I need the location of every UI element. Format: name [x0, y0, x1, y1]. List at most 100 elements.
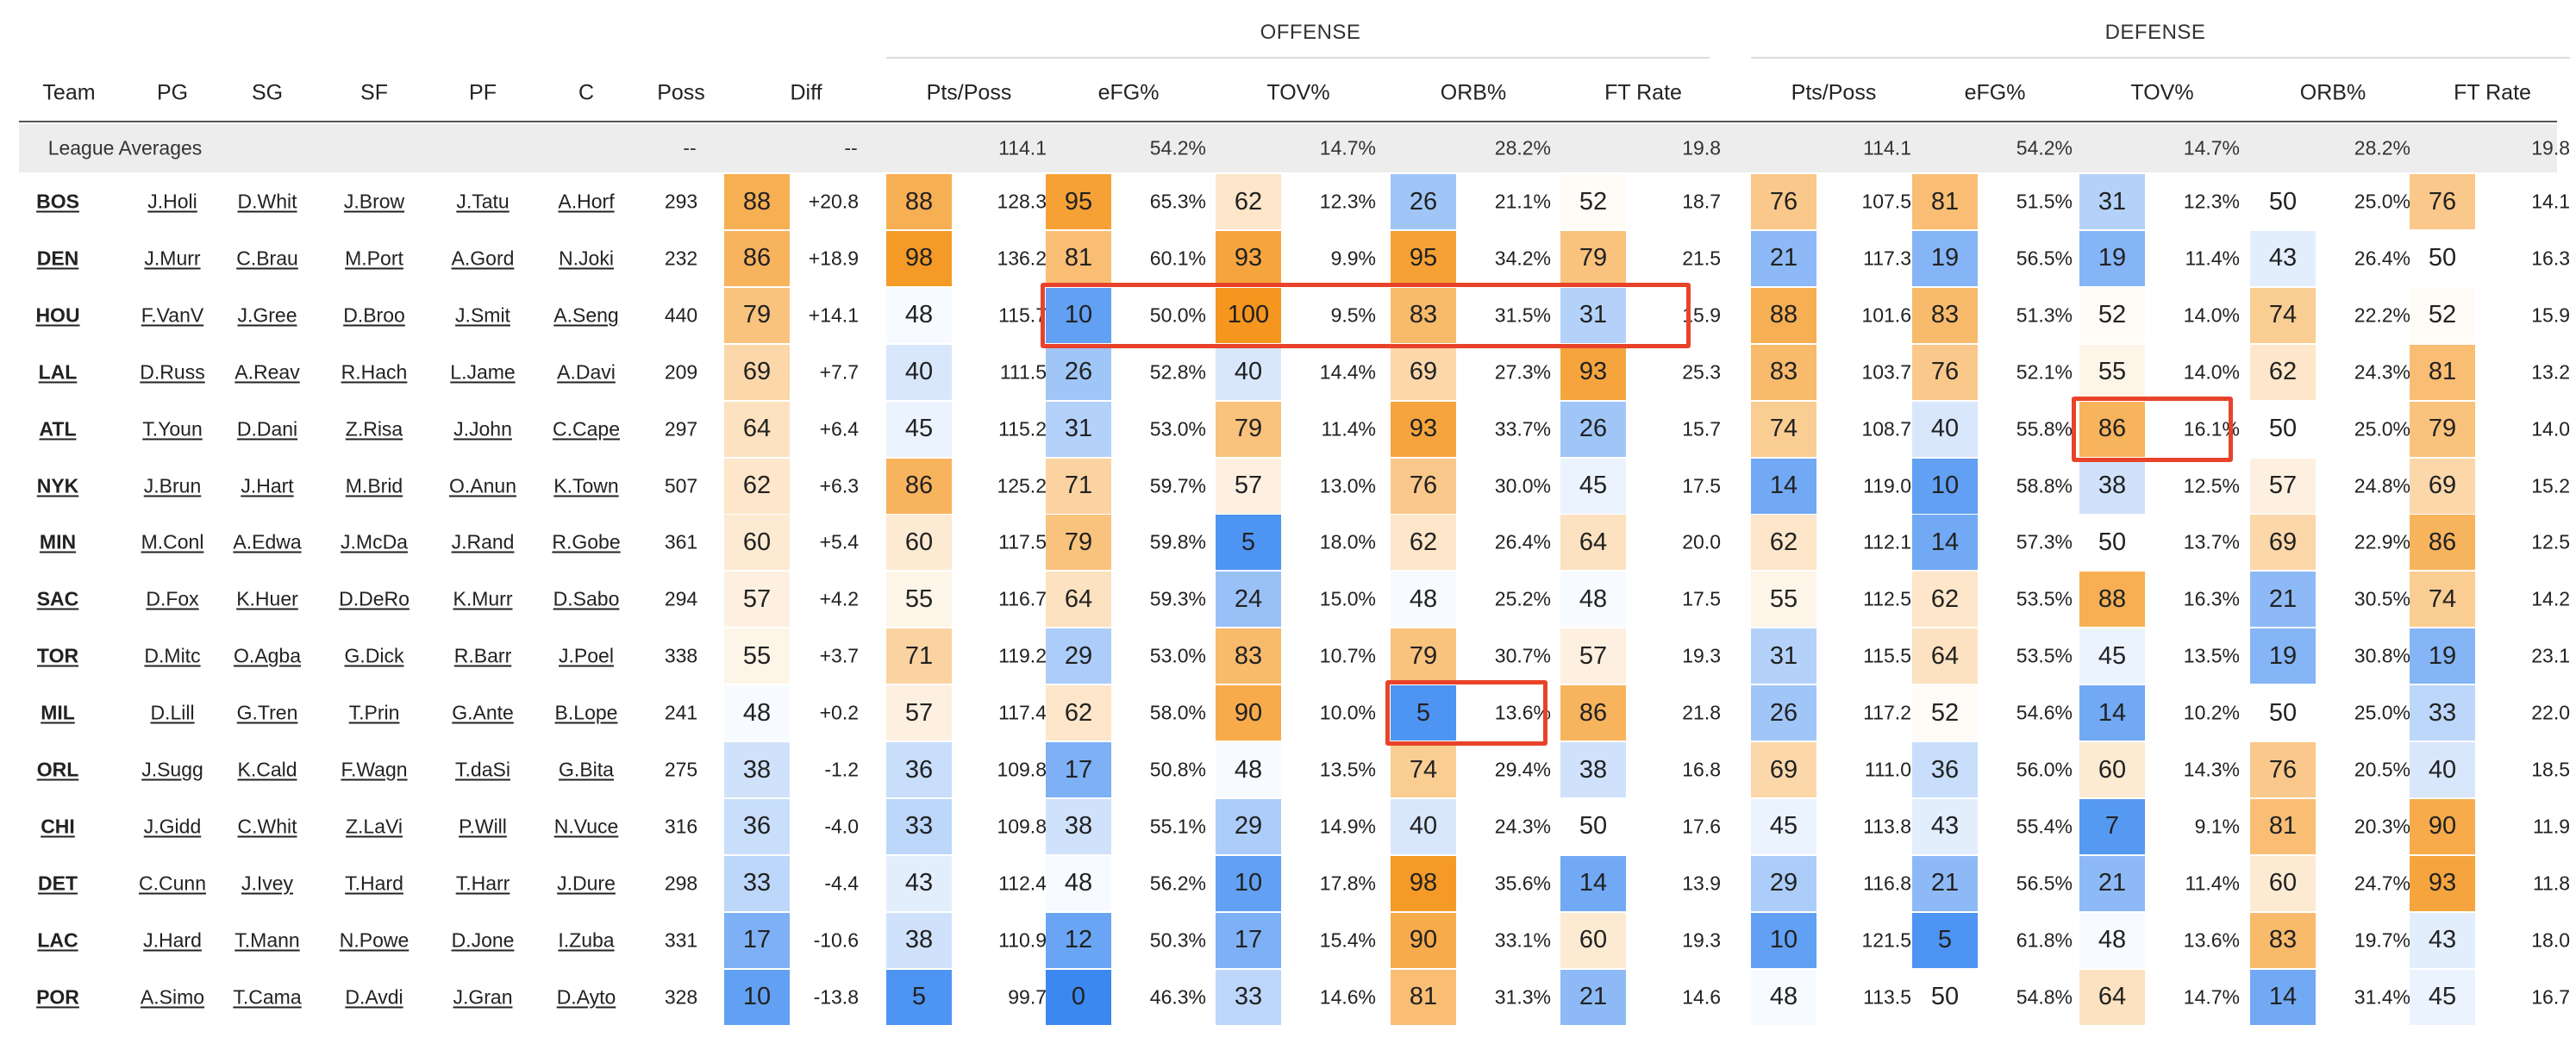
- player-link[interactable]: J.Dure: [557, 872, 616, 895]
- column-header-10[interactable]: TOV%: [1266, 80, 1330, 105]
- player-link[interactable]: D.Fox: [146, 587, 199, 610]
- player-link[interactable]: A.Reav: [234, 360, 300, 384]
- player-link[interactable]: J.Gree: [237, 303, 297, 327]
- column-header-9[interactable]: eFG%: [1097, 80, 1160, 105]
- player-link[interactable]: M.Brid: [345, 474, 403, 497]
- player-link[interactable]: T.daSi: [455, 758, 510, 781]
- column-header-13[interactable]: Pts/Poss: [1791, 80, 1877, 105]
- column-header-14[interactable]: eFG%: [1964, 80, 2026, 105]
- team-link-POR[interactable]: POR: [36, 985, 79, 1009]
- column-header-11[interactable]: ORB%: [1440, 80, 1507, 105]
- team-link-LAL[interactable]: LAL: [38, 360, 78, 384]
- player-link[interactable]: M.Port: [345, 247, 403, 270]
- column-header-0[interactable]: Team: [42, 80, 96, 105]
- player-link[interactable]: C.Whit: [237, 815, 297, 838]
- player-link[interactable]: T.Hard: [345, 872, 403, 895]
- player-link[interactable]: A.Simo: [140, 985, 205, 1009]
- player-link[interactable]: R.Barr: [453, 644, 512, 667]
- player-link[interactable]: C.Brau: [236, 247, 298, 270]
- player-link[interactable]: J.Murr: [144, 247, 201, 270]
- player-link[interactable]: J.Gran: [453, 985, 513, 1009]
- player-link[interactable]: K.Cald: [237, 758, 297, 781]
- player-link[interactable]: F.Wagn: [341, 758, 408, 781]
- player-link[interactable]: J.Hard: [143, 928, 202, 952]
- column-header-3[interactable]: SF: [360, 80, 388, 105]
- team-link-HOU[interactable]: HOU: [35, 303, 80, 327]
- player-link[interactable]: M.Conl: [141, 530, 204, 553]
- column-header-17[interactable]: FT Rate: [2454, 80, 2531, 105]
- player-link[interactable]: D.Lill: [150, 701, 195, 724]
- player-link[interactable]: J.Ivey: [241, 872, 294, 895]
- player-link[interactable]: G.Tren: [236, 701, 298, 724]
- column-header-12[interactable]: FT Rate: [1604, 80, 1682, 105]
- player-link[interactable]: K.Town: [553, 474, 619, 497]
- player-link[interactable]: J.Sugg: [141, 758, 203, 781]
- player-link[interactable]: T.Prin: [348, 701, 400, 724]
- column-header-5[interactable]: C: [578, 80, 595, 105]
- player-link[interactable]: D.Russ: [140, 360, 205, 384]
- player-link[interactable]: G.Bita: [559, 758, 614, 781]
- player-link[interactable]: T.Cama: [233, 985, 302, 1009]
- player-link[interactable]: J.Poel: [559, 644, 614, 667]
- player-link[interactable]: A.Horf: [558, 190, 615, 213]
- team-link-LAC[interactable]: LAC: [37, 928, 78, 952]
- player-link[interactable]: N.Vuce: [553, 815, 619, 838]
- column-header-8[interactable]: Pts/Poss: [926, 80, 1012, 105]
- player-link[interactable]: I.Zuba: [558, 928, 615, 952]
- column-header-1[interactable]: PG: [156, 80, 189, 105]
- player-link[interactable]: O.Agba: [234, 644, 301, 667]
- player-link[interactable]: C.Cape: [553, 417, 620, 441]
- player-link[interactable]: J.Smit: [455, 303, 510, 327]
- player-link[interactable]: G.Ante: [452, 701, 514, 724]
- team-link-CHI[interactable]: CHI: [41, 815, 75, 838]
- player-link[interactable]: T.Youn: [142, 417, 203, 441]
- player-link[interactable]: D.Broo: [343, 303, 405, 327]
- player-link[interactable]: D.Avdi: [345, 985, 403, 1009]
- player-link[interactable]: J.Brun: [143, 474, 202, 497]
- player-link[interactable]: T.Mann: [234, 928, 300, 952]
- player-link[interactable]: J.Holi: [147, 190, 197, 213]
- player-link[interactable]: T.Harr: [455, 872, 510, 895]
- player-link[interactable]: J.John: [453, 417, 512, 441]
- column-header-2[interactable]: SG: [251, 80, 284, 105]
- player-link[interactable]: R.Hach: [341, 360, 408, 384]
- player-link[interactable]: O.Anun: [449, 474, 516, 497]
- player-link[interactable]: A.Edwa: [233, 530, 302, 553]
- player-link[interactable]: D.Whit: [237, 190, 297, 213]
- column-header-7[interactable]: Diff: [790, 80, 822, 105]
- player-link[interactable]: P.Will: [459, 815, 507, 838]
- column-header-6[interactable]: Poss: [657, 80, 705, 105]
- player-link[interactable]: Z.Risa: [345, 417, 403, 441]
- team-link-DEN[interactable]: DEN: [36, 247, 79, 270]
- player-link[interactable]: C.Cunn: [139, 872, 206, 895]
- player-link[interactable]: L.Jame: [450, 360, 516, 384]
- team-link-DET[interactable]: DET: [38, 872, 78, 895]
- team-link-BOS[interactable]: BOS: [36, 190, 79, 213]
- player-link[interactable]: J.Brow: [343, 190, 405, 213]
- player-link[interactable]: A.Seng: [553, 303, 619, 327]
- player-link[interactable]: D.Mitc: [144, 644, 201, 667]
- player-link[interactable]: B.Lope: [554, 701, 618, 724]
- player-link[interactable]: F.VanV: [141, 303, 204, 327]
- player-link[interactable]: R.Gobe: [552, 530, 621, 553]
- player-link[interactable]: D.Dani: [236, 417, 298, 441]
- player-link[interactable]: J.Gidd: [143, 815, 202, 838]
- player-link[interactable]: D.Sabo: [553, 587, 620, 610]
- player-link[interactable]: D.Jone: [451, 928, 515, 952]
- player-link[interactable]: D.DeRo: [339, 587, 410, 610]
- player-link[interactable]: K.Huer: [236, 587, 298, 610]
- column-header-4[interactable]: PF: [469, 80, 497, 105]
- column-header-16[interactable]: ORB%: [2299, 80, 2367, 105]
- team-link-TOR[interactable]: TOR: [36, 644, 79, 667]
- team-link-MIL[interactable]: MIL: [41, 701, 75, 724]
- team-link-ATL[interactable]: ATL: [39, 417, 77, 441]
- player-link[interactable]: N.Powe: [339, 928, 410, 952]
- player-link[interactable]: J.Hart: [241, 474, 294, 497]
- team-link-MIN[interactable]: MIN: [39, 530, 77, 553]
- player-link[interactable]: K.Murr: [453, 587, 513, 610]
- player-link[interactable]: G.Dick: [344, 644, 404, 667]
- player-link[interactable]: N.Joki: [559, 247, 614, 270]
- player-link[interactable]: A.Gord: [451, 247, 515, 270]
- team-link-NYK[interactable]: NYK: [36, 474, 79, 497]
- player-link[interactable]: A.Davi: [557, 360, 616, 384]
